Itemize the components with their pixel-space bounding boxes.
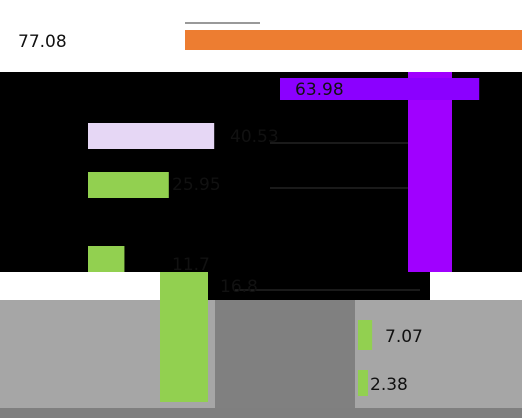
dark-panel-left xyxy=(0,72,408,272)
bar-2 xyxy=(88,123,215,149)
value-label-0: 77.08 xyxy=(18,32,67,52)
bar-0 xyxy=(185,30,522,50)
bar-3 xyxy=(88,172,169,198)
grid-rules xyxy=(185,22,420,291)
bar-4 xyxy=(88,246,125,272)
value-label-3: 25.95 xyxy=(172,175,221,195)
value-labels-group: 77.08 63.98 40.53 25.95 11.7 16.8 7.07 2.38 xyxy=(18,32,423,395)
value-label-5: 16.8 xyxy=(220,277,258,297)
accent-block-right xyxy=(408,72,452,272)
bars-group xyxy=(88,30,522,402)
grey-panel-inner xyxy=(215,300,355,410)
value-label-6: 7.07 xyxy=(385,327,423,347)
value-label-1: 63.98 xyxy=(295,80,344,100)
value-label-4: 11.7 xyxy=(172,255,210,275)
dark-panel-right xyxy=(452,72,522,272)
bar-7 xyxy=(358,370,368,396)
bar-5 xyxy=(160,272,208,402)
value-label-7: 2.38 xyxy=(370,375,408,395)
bar-1 xyxy=(280,78,480,100)
grey-strip-bottom xyxy=(0,408,522,418)
bar-6 xyxy=(358,320,373,350)
value-label-2: 40.53 xyxy=(230,127,279,147)
